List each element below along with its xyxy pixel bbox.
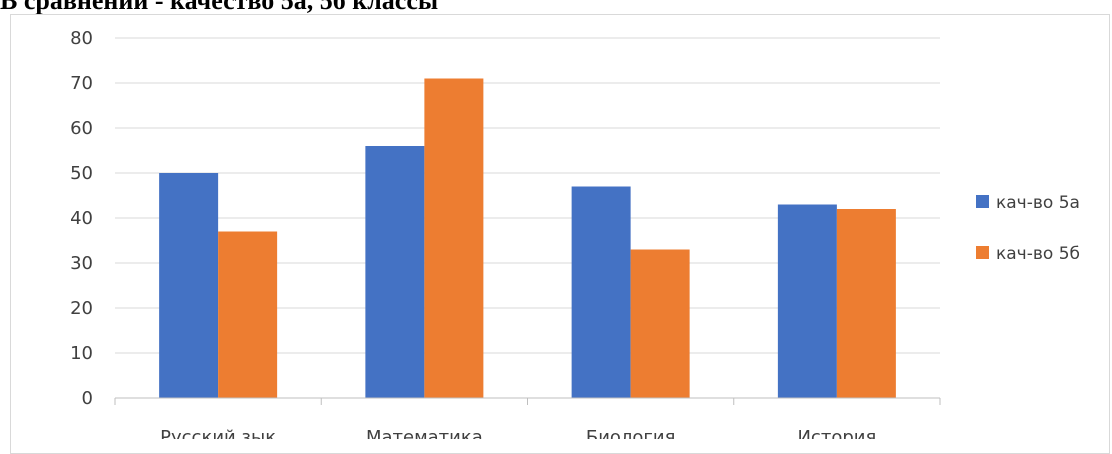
x-category-label: Математика xyxy=(366,427,483,439)
y-tick-label: 50 xyxy=(70,163,93,184)
bar-2-2 xyxy=(424,78,484,398)
bar-1-4 xyxy=(777,204,837,398)
legend-label: кач-во 5а xyxy=(996,193,1080,213)
page-title: В сравнении - качество 5а, 5б классы xyxy=(0,0,439,15)
y-tick-label: 20 xyxy=(70,298,93,319)
bar-2-4 xyxy=(836,209,896,398)
y-tick-label: 10 xyxy=(70,343,93,364)
y-tick-label: 30 xyxy=(70,253,93,274)
bar-2-1 xyxy=(218,231,278,398)
legend-swatch xyxy=(976,246,989,259)
x-axis: Русский зык Математика Биология История xyxy=(114,397,941,439)
y-tick-label: 60 xyxy=(70,118,93,139)
bars xyxy=(159,78,896,398)
y-tick-label: 0 xyxy=(82,388,93,409)
bar-chart: 0 10 20 30 40 50 60 70 80 Русский зык Математика Б… xyxy=(70,28,1080,439)
legend-swatch xyxy=(976,195,989,208)
x-category-label: История xyxy=(797,427,876,439)
x-category-label: Биология xyxy=(586,427,676,439)
bar-1-3 xyxy=(571,186,631,398)
bar-1-1 xyxy=(159,173,219,398)
legend: кач-во 5а кач-во 5б xyxy=(976,193,1080,264)
y-axis: 0 10 20 30 40 50 60 70 80 xyxy=(70,28,93,409)
bar-2-3 xyxy=(630,249,690,398)
bar-1-2 xyxy=(365,146,425,398)
y-tick-label: 80 xyxy=(70,28,93,49)
y-tick-label: 70 xyxy=(70,73,93,94)
x-category-label: Русский зык xyxy=(160,427,276,439)
legend-label: кач-во 5б xyxy=(996,244,1080,264)
y-tick-label: 40 xyxy=(70,208,93,229)
